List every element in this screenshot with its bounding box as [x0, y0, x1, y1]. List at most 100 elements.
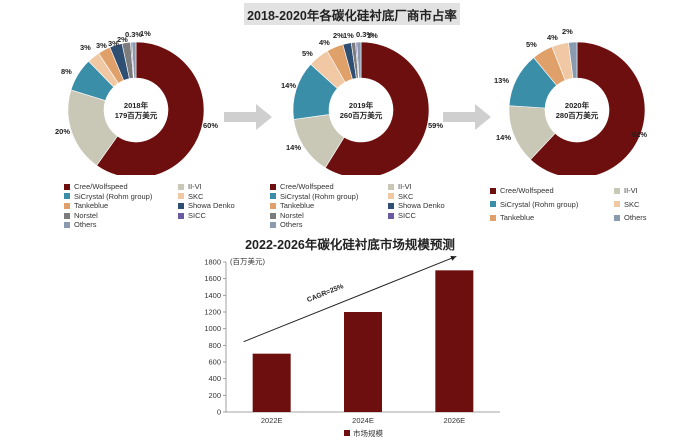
slice-data-label: 59%	[428, 121, 444, 130]
legend-swatch	[178, 183, 184, 190]
right-arrow-icon	[224, 104, 272, 130]
legend-swatch	[270, 193, 276, 200]
slice-data-label: 0.3%	[356, 30, 374, 39]
bar-chart-title: 2022-2026年碳化硅衬底市场规模预测	[245, 238, 455, 252]
slice-data-label: 8%	[61, 67, 72, 76]
legend-item: SiCrystal (Rohm group)	[64, 192, 170, 202]
slice-data-label: 14%	[286, 143, 302, 152]
donut-center-total: 280百万美元	[556, 110, 599, 120]
legend-label: Cree/Wolfspeed	[280, 182, 334, 191]
y-tick-label: 1800	[204, 258, 221, 267]
legend-swatch	[64, 183, 70, 190]
legend-swatch	[270, 202, 276, 209]
donut-slice	[131, 41, 137, 79]
y-tick-label: 800	[208, 341, 221, 350]
donut-center-total: 260百万美元	[340, 110, 383, 120]
legend-item: Showa Denko	[178, 201, 268, 211]
slice-data-label: 3%	[80, 43, 91, 52]
trend-arrow-line	[243, 255, 457, 343]
legend-swatch	[614, 187, 620, 194]
y-axis-label: (百万美元)	[230, 256, 265, 266]
legend-item: SICC	[178, 211, 268, 221]
bar-legend-label: 市场规模	[353, 428, 383, 438]
legend-swatch	[490, 201, 496, 208]
donut-slice	[356, 41, 362, 79]
legend-label: SKC	[188, 191, 204, 201]
slice-data-label: 3%	[108, 39, 119, 48]
legend-item: Norstel	[64, 211, 170, 221]
bar	[344, 312, 382, 412]
legend-item: Others	[64, 220, 170, 230]
slice-data-label: 4%	[319, 38, 330, 47]
legend-item: Norstel	[270, 211, 380, 221]
legend-item: Cree/Wolfspeed	[270, 182, 380, 192]
y-tick-label: 0	[217, 408, 221, 417]
legend-label: SiCrystal (Rohm group)	[280, 191, 359, 201]
legend-swatch	[178, 193, 184, 200]
slice-data-label: 1%	[140, 29, 151, 38]
legend-item: Others	[270, 220, 380, 230]
legend-item: II-VI	[614, 186, 674, 196]
legend-label: II-VI	[398, 182, 412, 191]
x-tick-label: 2022E	[261, 416, 283, 425]
legend-item: Others	[614, 213, 674, 223]
donut-2020: 2020年 280百万美元 62% 14% 13% 5% 4% 2%	[494, 27, 652, 180]
slice-data-label: 2%	[562, 27, 573, 36]
y-tick-label: 1600	[204, 274, 221, 283]
legend-swatch	[388, 183, 394, 190]
donut-center-year: 2019年	[349, 100, 374, 110]
legend-item: SKC	[388, 192, 478, 202]
slice-data-label: 62%	[632, 130, 648, 139]
legend-item: SKC	[614, 200, 674, 210]
pie-chart-title: 2018-2020年各碳化硅衬底厂商市占率	[244, 3, 460, 25]
donut-2018: 2018年 179百万美元 60% 20% 8% 3% 3% 3% 2% 0.3% 1%	[55, 29, 218, 180]
legend-label: SKC	[398, 191, 414, 201]
slice-data-label: 2%	[333, 31, 344, 40]
legend-label: SiCrystal (Rohm group)	[500, 199, 579, 209]
arrow-head-icon	[450, 255, 457, 261]
donut-center-year: 2020年	[565, 100, 590, 110]
legend-swatch	[270, 222, 276, 229]
legend-label: Others	[624, 213, 647, 223]
legend-item: II-VI	[388, 182, 478, 192]
legend-label: Tankeblue	[280, 201, 315, 211]
legend-label: Showa Denko	[188, 201, 235, 211]
legend-label: Norstel	[280, 210, 304, 220]
legend-item: SKC	[178, 192, 268, 202]
legend-item: Tankeblue	[490, 213, 606, 223]
legend-swatch	[490, 214, 496, 221]
y-tick-label: 1400	[204, 291, 221, 300]
legend-item: Tankeblue	[64, 201, 170, 211]
donut-2019: 2019年 260百万美元 59% 14% 14% 5% 4% 2% 1% 0.3% 1%	[281, 30, 443, 180]
legend-item: SiCrystal (Rohm group)	[490, 200, 606, 210]
y-tick-label: 1000	[204, 324, 221, 333]
legend-label: Others	[280, 220, 303, 230]
slice-data-label: 14%	[281, 81, 297, 90]
bar-legend-swatch	[344, 430, 350, 436]
legend-item: SICC	[388, 211, 478, 221]
legend-label: II-VI	[188, 182, 202, 191]
right-arrow-icon	[443, 104, 491, 130]
y-tick-label: 600	[208, 358, 221, 367]
slice-data-label: 13%	[494, 76, 510, 85]
y-tick-label: 1200	[204, 308, 221, 317]
slice-data-label: 5%	[302, 49, 313, 58]
legend-swatch	[614, 214, 620, 221]
legend-item: Cree/Wolfspeed	[64, 182, 170, 192]
slice-data-label: 0.3%	[125, 30, 143, 39]
legend-label: Cree/Wolfspeed	[74, 182, 128, 191]
legend-swatch	[64, 212, 70, 219]
x-tick-label: 2024E	[352, 416, 374, 425]
slice-data-label: 14%	[496, 133, 512, 142]
slice-data-label: 1%	[343, 31, 354, 40]
donut-slice	[530, 41, 646, 179]
legend-label: SICC	[188, 210, 206, 220]
legend-swatch	[64, 222, 70, 229]
legend-swatch	[490, 187, 496, 194]
legend-label: Showa Denko	[398, 201, 445, 211]
legend-swatch	[388, 202, 394, 209]
legend-item: Tankeblue	[270, 201, 380, 211]
legend-label: Norstel	[74, 210, 98, 220]
x-tick-label: 2026E	[443, 416, 465, 425]
